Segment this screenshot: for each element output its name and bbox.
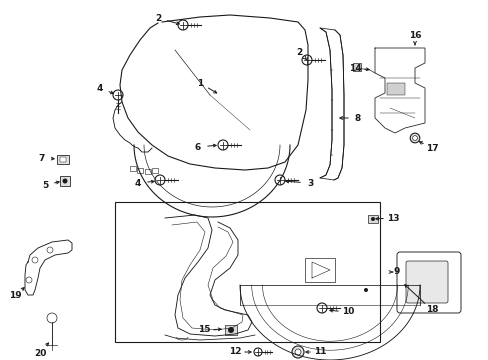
Text: 6: 6: [195, 143, 201, 152]
Text: 18: 18: [425, 306, 437, 315]
Text: 7: 7: [39, 153, 45, 162]
Bar: [352, 63, 360, 71]
Circle shape: [113, 90, 123, 100]
Text: 4: 4: [135, 179, 141, 188]
Circle shape: [47, 313, 57, 323]
Polygon shape: [319, 28, 343, 180]
Circle shape: [26, 277, 32, 283]
Text: 19: 19: [9, 292, 21, 301]
Bar: [224, 325, 237, 335]
Bar: [137, 168, 142, 173]
Text: 5: 5: [42, 180, 48, 189]
Bar: [367, 215, 377, 223]
Circle shape: [316, 303, 326, 313]
Text: 12: 12: [228, 347, 241, 356]
Text: 3: 3: [306, 179, 312, 188]
Text: 17: 17: [425, 144, 437, 153]
Circle shape: [370, 217, 374, 221]
Bar: [152, 168, 158, 173]
Bar: [145, 169, 151, 174]
Circle shape: [155, 175, 164, 185]
Bar: [386, 83, 404, 95]
Text: 1: 1: [197, 78, 203, 87]
Circle shape: [302, 55, 311, 65]
Text: 11: 11: [313, 347, 325, 356]
Text: 14: 14: [348, 63, 361, 72]
Circle shape: [412, 136, 417, 140]
Circle shape: [291, 346, 304, 358]
Bar: [57, 155, 69, 164]
Circle shape: [253, 348, 262, 356]
Circle shape: [409, 133, 419, 143]
Text: 2: 2: [155, 14, 161, 23]
Text: 15: 15: [197, 325, 210, 334]
Bar: [60, 157, 66, 162]
Circle shape: [218, 140, 227, 150]
Bar: [305, 258, 334, 282]
Text: 20: 20: [34, 348, 46, 357]
Circle shape: [274, 175, 285, 185]
Text: 2: 2: [295, 48, 302, 57]
Circle shape: [47, 247, 53, 253]
FancyBboxPatch shape: [396, 252, 460, 313]
Text: 10: 10: [341, 307, 353, 316]
Circle shape: [294, 349, 301, 355]
Circle shape: [62, 179, 67, 184]
Text: 8: 8: [354, 113, 360, 122]
Circle shape: [32, 257, 38, 263]
Bar: [115, 202, 379, 342]
Bar: [60, 176, 70, 186]
Circle shape: [178, 20, 187, 30]
FancyBboxPatch shape: [405, 261, 447, 303]
Text: 4: 4: [97, 84, 103, 93]
Circle shape: [227, 327, 234, 333]
Circle shape: [363, 288, 367, 292]
Text: 13: 13: [386, 213, 398, 222]
Text: 9: 9: [393, 267, 399, 276]
Text: 16: 16: [408, 31, 420, 40]
Bar: [130, 166, 136, 171]
